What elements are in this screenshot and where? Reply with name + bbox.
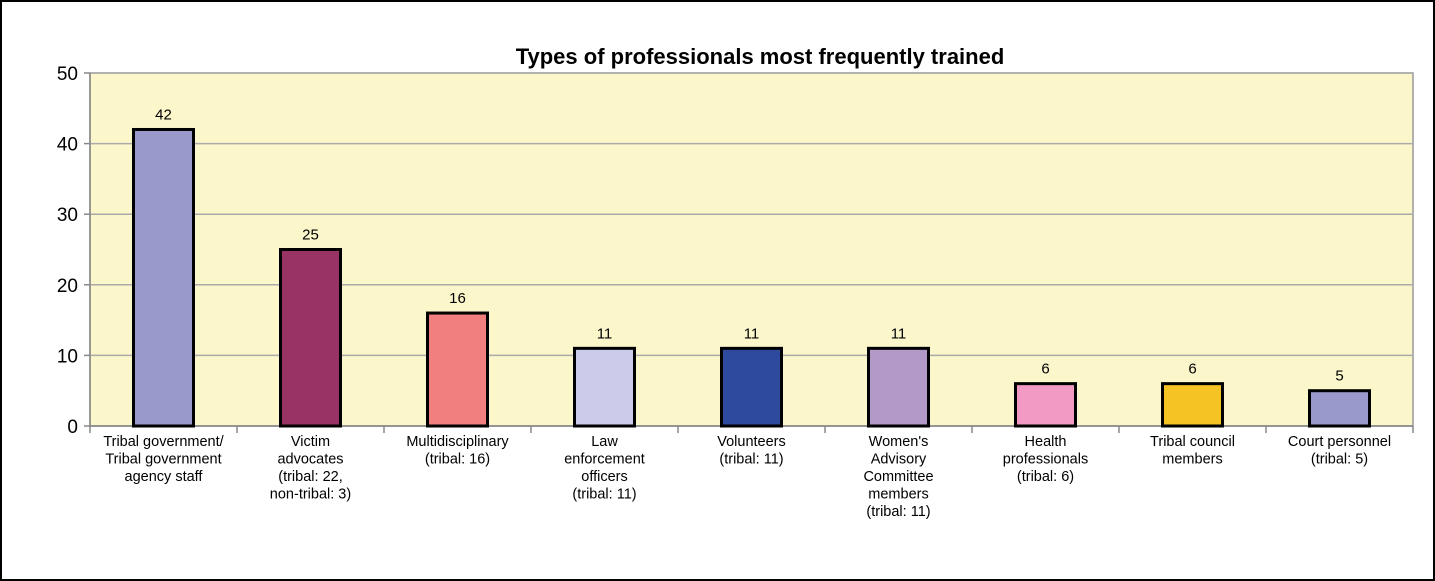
x-tick-label-line: members — [868, 487, 928, 503]
bar — [426, 311, 489, 428]
x-tick-label-line: non-tribal: 3) — [270, 487, 351, 503]
y-tick-label: 30 — [57, 205, 78, 226]
x-tick-label-line: Law — [591, 434, 618, 450]
bar — [279, 248, 342, 428]
x-tick-label: Volunteers (tribal: 11) — [717, 434, 786, 468]
bar — [720, 346, 783, 428]
x-tick-label-line: Court personnel — [1288, 434, 1391, 450]
x-tick-label-line: (tribal: 22, — [278, 469, 342, 485]
x-tick-label-line: Tribal council — [1150, 434, 1235, 450]
x-tick-label-line: Health — [1025, 434, 1067, 450]
x-tick-label-line: (tribal: 11) — [866, 504, 930, 520]
x-tick-label-line: officers — [581, 469, 627, 485]
x-tick-label-line: members — [1162, 452, 1222, 468]
x-tick-label-line: Advisory — [871, 452, 927, 468]
x-tick-label-line: advocates — [277, 452, 343, 468]
x-tick-label-line: Committee — [863, 469, 933, 485]
data-label: 6 — [1041, 361, 1049, 378]
x-tick-label-line: Tribal government/ — [103, 434, 224, 450]
data-label: 16 — [449, 290, 466, 307]
x-tick-label-line: (tribal: 6) — [1017, 469, 1074, 485]
bar — [132, 127, 195, 428]
x-tick-label: Multidisciplinary (tribal: 16) — [406, 434, 509, 468]
x-tick-label-line: (tribal: 11) — [572, 487, 636, 503]
y-tick-label: 50 — [57, 64, 78, 85]
bar — [1014, 382, 1077, 428]
x-tick-label-line: (tribal: 11) — [719, 452, 783, 468]
bar — [867, 346, 930, 428]
x-tick-label-line: Women's — [869, 434, 929, 450]
x-tick-label-line: agency staff — [125, 469, 204, 485]
chart-title: Types of professionals most frequently t… — [516, 44, 1005, 69]
y-tick-label: 40 — [57, 135, 78, 156]
x-tick-label: Law enforcement officers (tribal: 11) — [564, 434, 645, 503]
bar — [573, 346, 636, 428]
data-label: 42 — [155, 106, 172, 123]
data-label: 5 — [1335, 368, 1343, 385]
bar — [1308, 389, 1371, 428]
data-label: 11 — [744, 325, 760, 342]
x-tick-label-line: Volunteers — [717, 434, 786, 450]
x-tick-label: Tribal council members — [1150, 434, 1235, 468]
data-label: 11 — [597, 325, 613, 342]
x-tick-label-line: (tribal: 5) — [1311, 452, 1368, 468]
bar — [1161, 382, 1224, 428]
x-tick-label: Tribal government/Tribal government agenc… — [103, 434, 224, 485]
x-tick-label-line: Tribal government — [105, 452, 221, 468]
x-tick-label-line: enforcement — [564, 452, 645, 468]
y-tick-label: 20 — [57, 276, 78, 297]
x-tick-label-line: Victim — [291, 434, 330, 450]
data-label: 6 — [1188, 361, 1196, 378]
data-label: 25 — [302, 227, 319, 244]
y-tick-label: 0 — [67, 417, 78, 438]
x-tick-label-line: Multidisciplinary — [406, 434, 509, 450]
x-tick-label: Victim advocates (tribal: 22, non-tribal: 3… — [270, 434, 351, 503]
x-tick-label: Health professionals (tribal: 6) — [1003, 434, 1088, 485]
data-label: 11 — [891, 325, 907, 342]
x-tick-label: Women's Advisory Committee members (tribal: … — [863, 434, 933, 520]
x-tick-label-line: (tribal: 16) — [425, 452, 490, 468]
y-tick-label: 10 — [57, 346, 78, 367]
x-tick-label-line: professionals — [1003, 452, 1088, 468]
x-tick-label: Court personnel (tribal: 5) — [1288, 434, 1391, 468]
